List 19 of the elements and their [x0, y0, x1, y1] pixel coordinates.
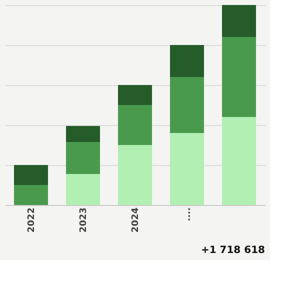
bar: [66, 142, 100, 174]
bar: [170, 45, 204, 77]
bar: [14, 185, 48, 205]
bar: [118, 85, 152, 105]
bar: [222, 5, 256, 37]
x-tick-label: 2022: [27, 208, 37, 233]
bar: [170, 77, 204, 133]
bar: [14, 165, 48, 185]
bar: [222, 37, 256, 117]
bar: [118, 105, 152, 145]
bar: [222, 117, 256, 205]
bar: [118, 145, 152, 205]
text: +1 718 618: [200, 245, 266, 256]
bar: [170, 133, 204, 205]
x-tick-label: ....: [183, 208, 193, 222]
x-tick-label: 2024: [131, 208, 141, 233]
x-tick-label: 2023: [79, 208, 89, 233]
bar: [66, 174, 100, 205]
bar: [66, 126, 100, 142]
